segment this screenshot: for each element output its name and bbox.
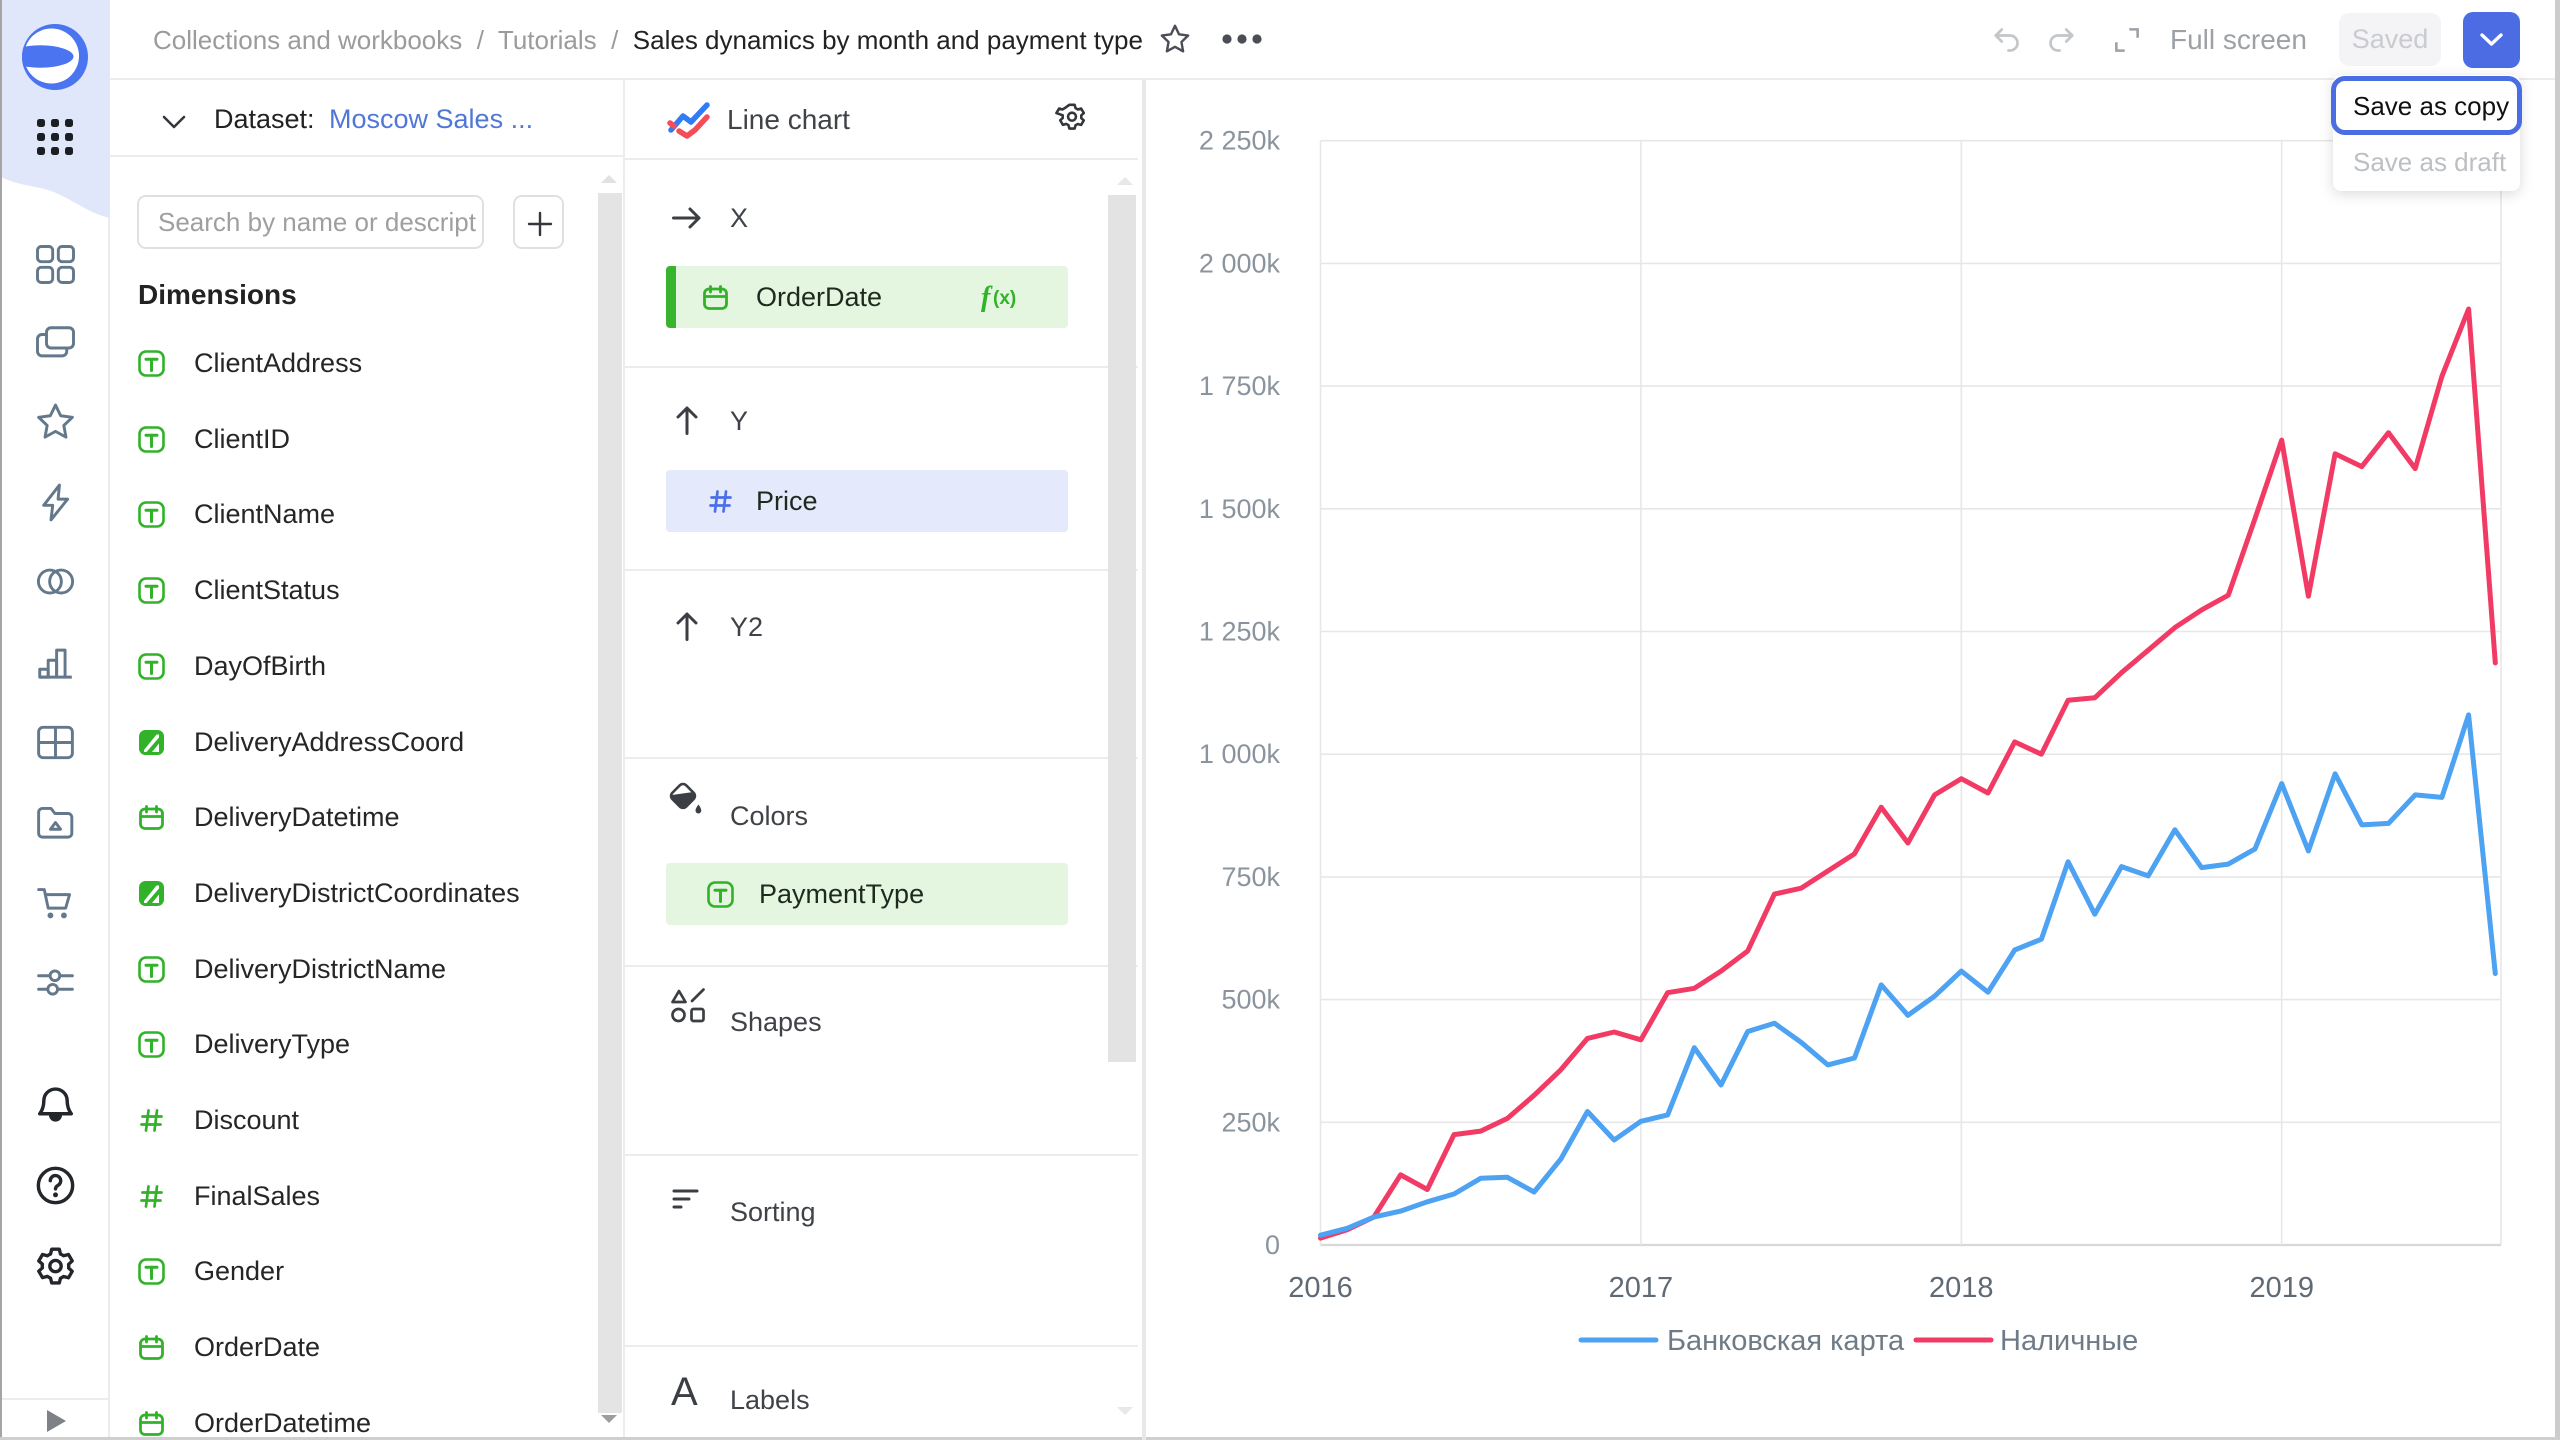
svg-text:1 000k: 1 000k — [1199, 739, 1281, 769]
svg-text:2 000k: 2 000k — [1199, 248, 1281, 278]
svg-text:500k: 500k — [1221, 985, 1280, 1015]
svg-text:2019: 2019 — [2249, 1272, 2314, 1304]
svg-text:250k: 250k — [1221, 1107, 1280, 1137]
svg-text:750k: 750k — [1221, 862, 1280, 892]
svg-text:Наличные: Наличные — [2000, 1325, 2138, 1357]
svg-text:2018: 2018 — [1929, 1272, 1994, 1304]
svg-text:1 750k: 1 750k — [1199, 371, 1281, 401]
svg-text:Банковская карта: Банковская карта — [1667, 1325, 1905, 1357]
svg-text:0: 0 — [1265, 1230, 1280, 1260]
svg-text:2016: 2016 — [1288, 1272, 1353, 1304]
svg-text:(x): (x) — [993, 288, 1016, 309]
svg-text:1 500k: 1 500k — [1199, 494, 1281, 524]
svg-text:f: f — [981, 282, 993, 312]
svg-text:1 250k: 1 250k — [1199, 617, 1281, 647]
svg-text:2017: 2017 — [1609, 1272, 1674, 1304]
svg-text:2 250k: 2 250k — [1199, 126, 1281, 156]
